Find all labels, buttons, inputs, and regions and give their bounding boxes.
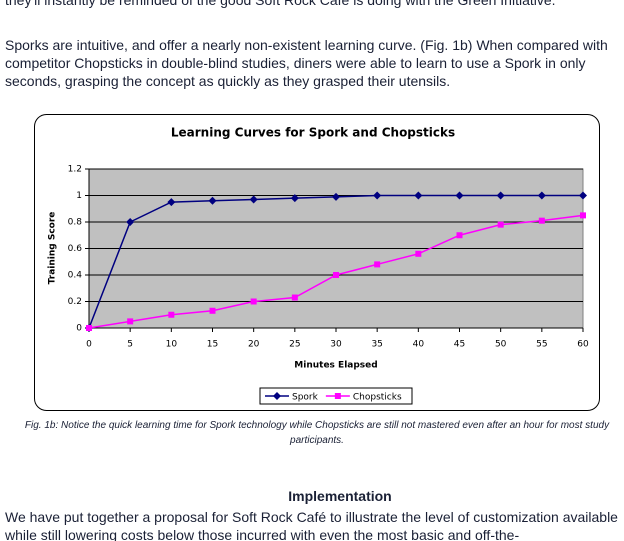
y-tick-label: 0 [76,324,82,334]
data-point [291,294,298,301]
legend-marker [273,392,281,400]
y-tick-label: 1.2 [68,165,82,175]
data-point [86,325,92,331]
legend-label: Chopsticks [353,393,402,403]
data-point [168,311,175,318]
y-axis-label: Training Score [48,212,58,285]
data-point [456,232,463,239]
data-point [496,191,505,200]
y-tick-label: 0.4 [68,271,83,281]
x-tick-label: 5 [127,340,133,350]
data-point [415,250,422,257]
y-tick-label: 1 [76,191,82,201]
x-tick-label: 50 [495,340,507,350]
data-point [538,217,545,224]
data-point [537,191,546,200]
x-tick-label: 55 [536,340,547,350]
data-point [208,196,217,205]
y-tick-label: 0.8 [68,218,83,228]
x-tick-label: 60 [577,340,589,350]
x-tick-label: 0 [86,340,92,350]
y-tick-label: 0.2 [68,297,82,307]
legend-label: Spork [292,393,319,403]
chart-title: Learning Curves for Spork and Chopsticks [171,126,455,140]
x-tick-label: 15 [207,340,218,350]
data-point [333,272,339,278]
data-point [249,195,258,204]
data-point [290,194,299,203]
data-point [209,307,216,314]
data-point [127,318,134,325]
section-heading: Implementation [288,488,392,504]
legend-marker [334,393,341,399]
y-tick-label: 0.6 [68,244,83,254]
x-tick-label: 35 [371,340,382,350]
caption: Fig. 1b: Notice the quick learning time … [24,420,610,446]
section-text: We have put together a proposal for Soft… [5,509,618,541]
data-point [580,212,586,219]
x-tick-label: 20 [248,340,260,350]
data-point [167,198,176,207]
data-point [497,221,504,228]
x-tick-label: 30 [330,340,342,350]
data-point [374,261,381,268]
x-tick-label: 25 [289,340,300,350]
paragraph: Sporks are intuitive, and offer a nearly… [5,37,608,89]
x-tick-label: 45 [454,340,465,350]
paragraph: they'll instantly be reminded of the goo… [5,0,556,8]
data-point [332,192,340,201]
data-point [414,191,423,200]
chart: Learning Curves for Spork and Chopsticks… [34,114,600,411]
x-axis-label: Minutes Elapsed [294,361,377,371]
data-point [455,191,464,200]
data-point [373,191,382,200]
data-point [250,298,257,305]
x-tick-label: 10 [166,340,178,350]
data-point [579,191,587,200]
x-tick-label: 40 [413,340,425,350]
